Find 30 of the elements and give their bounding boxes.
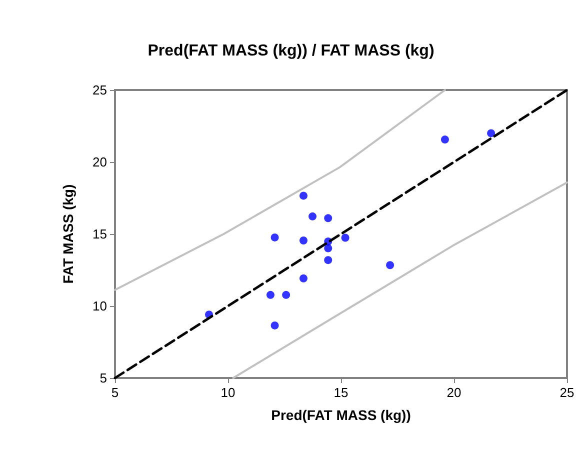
point [324, 256, 332, 264]
point [270, 321, 279, 330]
chart-title: Pred(FAT MASS (kg)) / FAT MASS (kg) [148, 42, 434, 60]
y-tick-label: 15 [92, 226, 107, 242]
line-series [114, 89, 446, 291]
y-tick-label: 5 [100, 370, 107, 386]
y-tick-label: 10 [92, 298, 107, 314]
x-axis-title: Pred(FAT MASS (kg)) [271, 407, 411, 423]
point [299, 274, 308, 282]
x-tick-label: 25 [560, 385, 574, 400]
point [299, 236, 308, 244]
point [386, 261, 394, 270]
y-axis-title: FAT MASS (kg) [60, 184, 76, 284]
point [341, 234, 350, 242]
point [282, 290, 290, 299]
point [324, 244, 332, 252]
x-tick-label: 20 [446, 385, 462, 400]
point [324, 214, 332, 222]
point [440, 136, 449, 144]
line-series [232, 181, 568, 379]
x-tick-label: 10 [220, 385, 236, 400]
y-tick-label: 20 [92, 154, 107, 170]
y-tick-label: 25 [92, 82, 107, 98]
point [487, 129, 496, 138]
x-tick-label: 15 [334, 385, 348, 400]
point [270, 233, 279, 242]
point [299, 192, 308, 200]
point [266, 290, 274, 299]
point [308, 212, 317, 220]
x-tick-label: 5 [111, 385, 119, 400]
